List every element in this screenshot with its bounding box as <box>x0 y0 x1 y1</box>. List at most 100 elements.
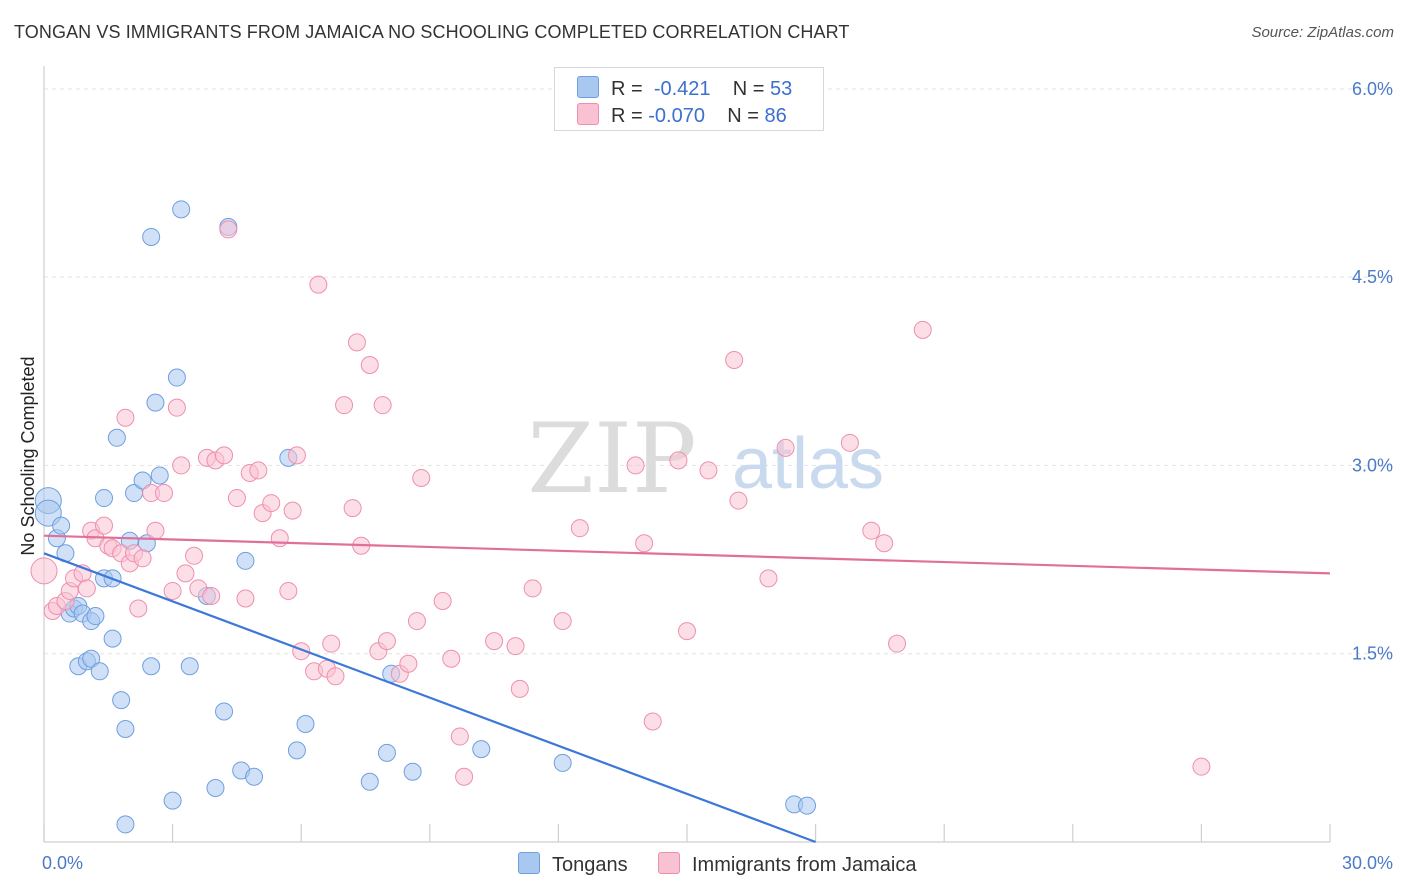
point-tongans <box>163 791 182 810</box>
point-tongans <box>146 393 165 412</box>
bottom-legend-label: Tongans <box>552 854 628 876</box>
point-jamaica <box>133 549 152 568</box>
point-jamaica <box>347 333 366 352</box>
point-tongans <box>116 720 135 739</box>
point-jamaica <box>373 396 392 415</box>
point-jamaica <box>163 581 182 600</box>
point-tongans <box>52 516 71 535</box>
point-tongans <box>287 741 306 760</box>
point-tongans <box>86 607 105 626</box>
point-tongans <box>206 779 225 798</box>
point-jamaica <box>407 612 426 631</box>
point-tongans <box>798 796 817 815</box>
point-jamaica <box>759 569 778 588</box>
bottom-legend-swatch-jamaica <box>658 852 680 874</box>
point-tongans <box>112 691 131 710</box>
point-jamaica <box>326 667 345 686</box>
trend-line-jamaica <box>43 534 1331 575</box>
point-jamaica <box>678 622 696 641</box>
point-jamaica <box>510 679 529 698</box>
point-tongans <box>472 740 491 759</box>
y-tick-label: 6.0% <box>1352 79 1393 99</box>
tick-labels: 1.5% 3.0% 4.5% 6.0% 0.0% 30.0% <box>42 79 1393 873</box>
legend-swatch-tongans <box>577 76 599 98</box>
x-tick-label: 30.0% <box>1342 853 1393 873</box>
point-jamaica <box>249 461 268 480</box>
legend-n-value: 86 <box>764 105 787 127</box>
correlation-legend: R = -0.421 N = 53 R = -0.070 N = 86 <box>554 67 824 131</box>
x-tick-label: 0.0% <box>42 853 83 873</box>
point-jamaica <box>875 534 894 553</box>
point-jamaica <box>485 632 504 651</box>
point-jamaica <box>262 494 281 513</box>
bottom-legend-tongans: Tongans <box>518 852 628 877</box>
legend-n-value: 53 <box>770 78 793 100</box>
point-jamaica <box>283 501 302 520</box>
point-jamaica <box>523 579 542 598</box>
point-jamaica <box>343 499 362 518</box>
point-jamaica <box>913 320 932 339</box>
point-tongans <box>150 466 169 485</box>
point-jamaica <box>202 586 221 605</box>
point-jamaica <box>450 727 469 746</box>
point-jamaica <box>455 767 474 786</box>
point-jamaica <box>30 557 58 585</box>
point-tongans <box>215 702 234 721</box>
point-tongans <box>245 767 264 786</box>
point-tongans <box>167 368 186 387</box>
point-jamaica <box>335 396 354 415</box>
legend-row-jamaica: R = -0.070 N = 86 <box>577 103 787 129</box>
bottom-legend-label: Immigrants from Jamaica <box>692 854 917 876</box>
point-tongans <box>116 815 135 834</box>
legend-r-label: R = <box>611 105 643 127</box>
point-tongans <box>377 743 396 762</box>
point-tongans <box>403 762 422 781</box>
point-jamaica <box>776 438 795 457</box>
point-jamaica <box>888 634 907 653</box>
data-points <box>30 200 1211 834</box>
trend-lines <box>43 534 1331 844</box>
legend-r-value: -0.070 <box>648 105 705 127</box>
point-tongans <box>90 662 109 681</box>
point-jamaica <box>412 468 431 487</box>
grid-lines <box>44 88 1392 655</box>
point-jamaica <box>635 534 654 553</box>
y-tick-label: 1.5% <box>1352 644 1393 664</box>
point-jamaica <box>172 456 191 475</box>
point-jamaica <box>862 521 881 540</box>
point-jamaica <box>129 599 148 618</box>
point-jamaica <box>270 529 289 548</box>
point-tongans <box>180 657 199 676</box>
point-jamaica <box>442 649 461 668</box>
point-jamaica <box>215 446 234 465</box>
point-jamaica <box>725 350 744 369</box>
bottom-legend-swatch-tongans <box>518 852 540 874</box>
point-jamaica <box>185 546 204 565</box>
point-tongans <box>172 200 191 219</box>
point-jamaica <box>570 519 589 538</box>
point-jamaica <box>227 489 246 508</box>
legend-n-label: N = <box>727 105 759 127</box>
point-jamaica <box>219 220 238 239</box>
axes <box>43 66 1331 843</box>
point-jamaica <box>399 654 418 673</box>
point-jamaica <box>840 433 859 452</box>
watermark-zip: ZIP <box>527 403 696 515</box>
point-tongans <box>107 428 126 447</box>
point-jamaica <box>176 564 195 583</box>
point-tongans <box>360 772 379 791</box>
point-jamaica <box>699 461 718 480</box>
legend-swatch-jamaica <box>577 103 599 125</box>
point-jamaica <box>287 446 306 465</box>
y-tick-label: 3.0% <box>1352 455 1393 475</box>
point-tongans <box>103 629 122 648</box>
point-jamaica <box>279 581 298 600</box>
source-label: Source: ZipAtlas.com <box>1251 24 1394 41</box>
point-jamaica <box>433 591 452 610</box>
point-jamaica <box>669 451 688 470</box>
point-tongans <box>82 649 101 668</box>
point-jamaica <box>1192 757 1211 776</box>
point-jamaica <box>77 579 96 598</box>
point-tongans <box>553 753 572 772</box>
